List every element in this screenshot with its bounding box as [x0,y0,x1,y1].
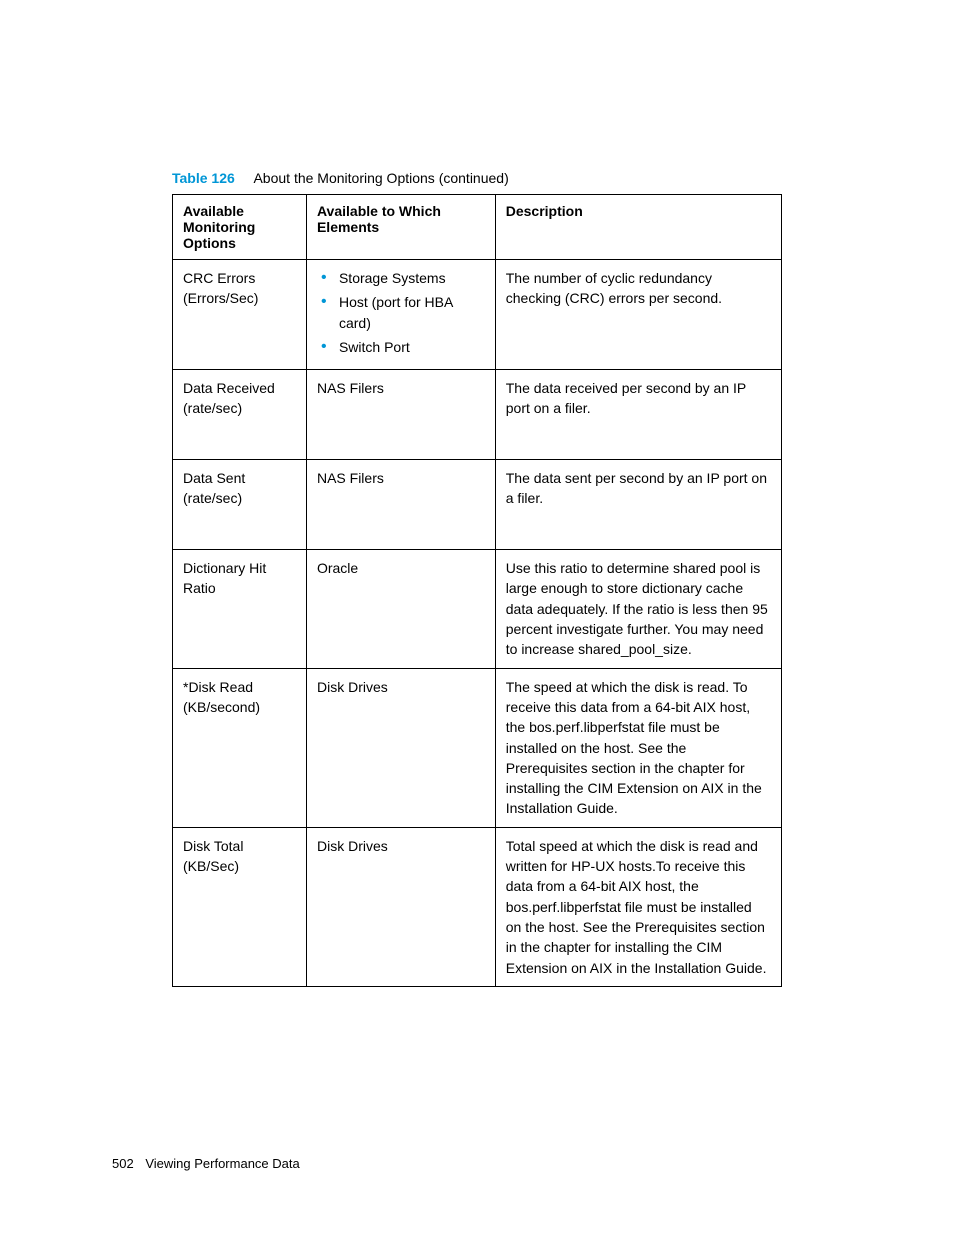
table-caption: Table 126 About the Monitoring Options (… [172,170,782,186]
cell-description: Use this ratio to determine shared pool … [495,550,781,668]
table-row: CRC Errors (Errors/Sec) Storage Systems … [173,260,782,370]
cell-elements: Disk Drives [306,668,495,827]
page-number: 502 [112,1156,134,1171]
table-row: Dictionary Hit Ratio Oracle Use this rat… [173,550,782,668]
list-item: Storage Systems [317,268,485,288]
table-row: *Disk Read (KB/second) Disk Drives The s… [173,668,782,827]
cell-option: Data Received (rate/sec) [173,370,307,460]
header-description: Description [495,195,781,260]
header-elements: Available to Which Elements [306,195,495,260]
page-footer: 502 Viewing Performance Data [112,1156,300,1171]
cell-elements: NAS Filers [306,370,495,460]
cell-option: Dictionary Hit Ratio [173,550,307,668]
cell-elements: Oracle [306,550,495,668]
cell-option: *Disk Read (KB/second) [173,668,307,827]
elements-list: Storage Systems Host (port for HBA card)… [317,268,485,357]
table-row: Data Received (rate/sec) NAS Filers The … [173,370,782,460]
table-header-row: Available Monitoring Options Available t… [173,195,782,260]
cell-description: The data received per second by an IP po… [495,370,781,460]
header-option: Available Monitoring Options [173,195,307,260]
table-row: Disk Total (KB/Sec) Disk Drives Total sp… [173,827,782,986]
table-row: Data Sent (rate/sec) NAS Filers The data… [173,460,782,550]
cell-option: Disk Total (KB/Sec) [173,827,307,986]
cell-elements: Storage Systems Host (port for HBA card)… [306,260,495,370]
cell-elements: Disk Drives [306,827,495,986]
list-item: Host (port for HBA card) [317,292,485,333]
list-item: Switch Port [317,337,485,357]
cell-elements: NAS Filers [306,460,495,550]
cell-description: The speed at which the disk is read. To … [495,668,781,827]
table-caption-text: About the Monitoring Options (continued) [253,170,508,186]
footer-title: Viewing Performance Data [145,1156,299,1171]
cell-description: Total speed at which the disk is read an… [495,827,781,986]
cell-description: The number of cyclic redundancy checking… [495,260,781,370]
monitoring-options-table: Available Monitoring Options Available t… [172,194,782,987]
table-label: Table 126 [172,170,235,186]
cell-description: The data sent per second by an IP port o… [495,460,781,550]
cell-option: CRC Errors (Errors/Sec) [173,260,307,370]
cell-option: Data Sent (rate/sec) [173,460,307,550]
